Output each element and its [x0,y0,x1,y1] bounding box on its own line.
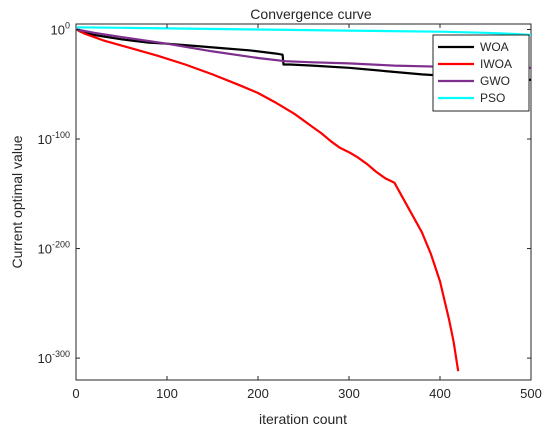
legend-label-iwoa: IWOA [480,57,512,71]
y-tick-label: 10-200 [38,240,70,257]
y-tick-label: 100 [51,20,70,37]
x-axis-label: iteration count [259,411,347,427]
y-axis-label: Current optimal value [9,135,25,268]
x-tick-label: 400 [429,386,451,401]
legend: WOA IWOA GWO PSO [432,34,530,112]
chart-title: Convergence curve [250,6,372,22]
x-tick-label: 500 [520,386,542,401]
x-axis-ticks: 0 100 200 300 400 500 [72,24,542,401]
x-tick-label: 0 [72,386,79,401]
y-tick-label: 10-100 [38,130,70,147]
series-line-pso [76,26,532,37]
x-tick-label: 200 [247,386,269,401]
x-tick-label: 100 [156,386,178,401]
legend-label-pso: PSO [480,91,505,105]
series-line-iwoa [76,28,460,372]
legend-label-woa: WOA [480,40,509,54]
x-tick-label: 300 [338,386,360,401]
y-tick-label: 10-300 [38,349,70,366]
legend-label-gwo: GWO [480,74,510,88]
y-axis-ticks: 100 10-100 10-200 10-300 [38,20,531,366]
